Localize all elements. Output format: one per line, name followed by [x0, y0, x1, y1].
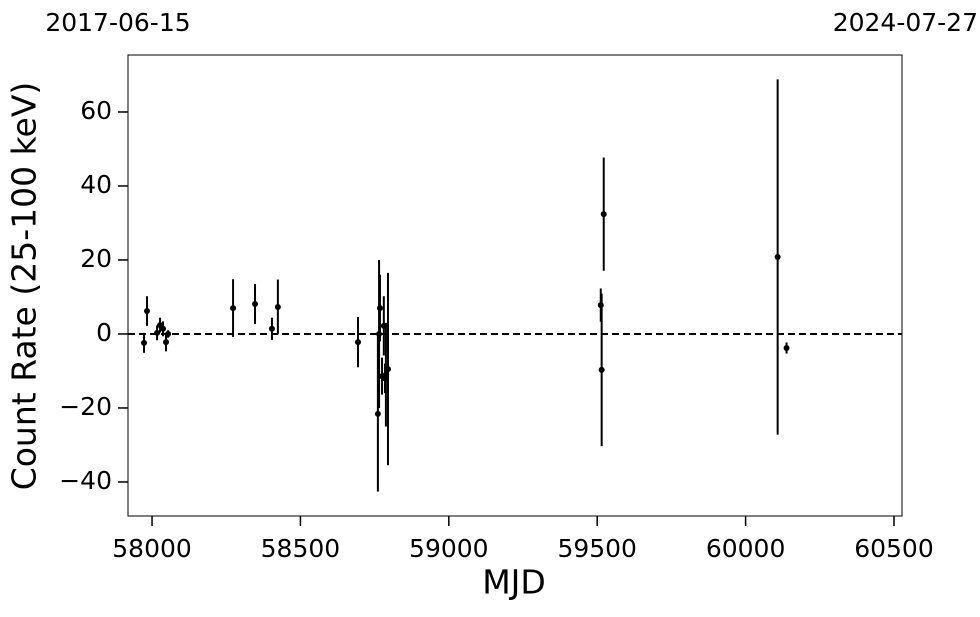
- end-date: 2024-07-27: [833, 8, 978, 37]
- y-tick-label: 0: [96, 318, 112, 347]
- data-point: [374, 410, 381, 417]
- data-point: [143, 308, 150, 315]
- data-point: [268, 325, 275, 332]
- x-tick-label: 58500: [261, 534, 341, 563]
- plot-frame: [127, 54, 903, 517]
- y-tick-label: −40: [59, 466, 112, 495]
- data-point: [162, 339, 169, 346]
- data-point: [600, 211, 607, 218]
- y-tick-label: 60: [80, 96, 112, 125]
- x-tick-label: 60000: [706, 534, 786, 563]
- y-axis-label: Count Rate (25-100 keV): [5, 82, 44, 491]
- data-point: [783, 345, 790, 352]
- data-point: [141, 339, 148, 346]
- data-point: [376, 305, 383, 312]
- start-date: 2017-06-15: [45, 8, 190, 37]
- data-point: [384, 366, 391, 373]
- data-point: [252, 300, 259, 307]
- data-point: [160, 325, 167, 332]
- y-tick-label: 40: [80, 170, 112, 199]
- data-point: [230, 305, 237, 312]
- data-point: [355, 339, 362, 346]
- x-tick-label: 59500: [557, 534, 637, 563]
- data-point: [274, 303, 281, 310]
- y-tick-label: 20: [80, 244, 112, 273]
- data-point: [598, 366, 605, 373]
- x-axis-label: MJD: [482, 563, 546, 602]
- y-tick-label: −20: [59, 392, 112, 421]
- x-tick-label: 58000: [112, 534, 192, 563]
- x-tick-label: 59000: [409, 534, 489, 563]
- x-tick-label: 60500: [854, 534, 934, 563]
- data-point: [165, 330, 172, 337]
- data-point: [774, 254, 781, 261]
- data-point: [154, 329, 161, 336]
